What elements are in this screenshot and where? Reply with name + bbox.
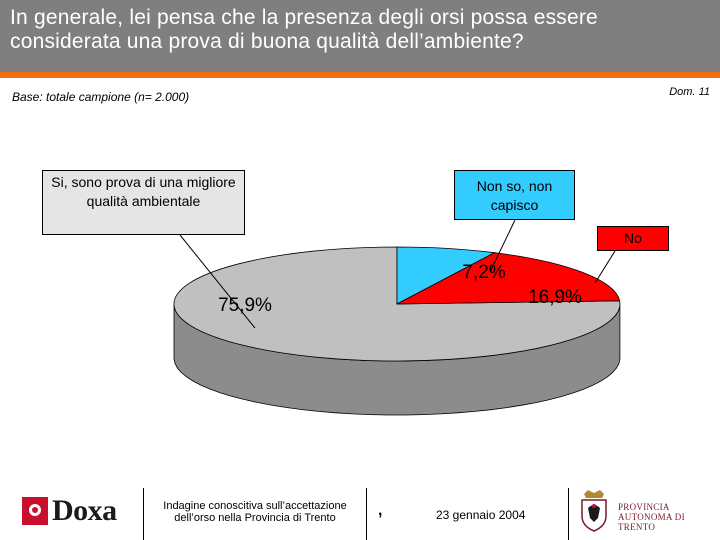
slice-label-nonso: 7,2% [462,262,505,283]
footer-comma: , [378,502,383,519]
footer-note: Indagine conoscitiva sull’accettazione d… [163,500,347,524]
leader-line-nonso [489,219,516,273]
leader-line-no [594,250,616,284]
question-number: Dom. 11 [669,86,710,98]
callout-si: Si, sono prova di una migliore qualità a… [42,170,245,235]
footer-divider [568,488,569,540]
province-name: PROVINCIA AUTONOMA DI TRENTO [618,502,685,532]
slice-label-si: 75,9% [218,295,272,316]
pie-slice-no [396,252,621,305]
slice-label-no: 16,9% [528,287,582,308]
leader-line-si [179,234,256,329]
doxa-logo-text: Doxa [52,494,117,527]
header: In generale, lei pensa che la presenza d… [0,0,720,78]
callout-no: No [597,226,669,251]
callout-non-so: Non so, non capisco [454,170,575,220]
doxa-logo-icon [22,497,48,525]
footer-divider [366,488,367,540]
province-crest-icon [581,490,607,532]
footer-divider [143,488,144,540]
accent-bar [0,72,720,78]
page-title: In generale, lei pensa che la presenza d… [10,6,598,53]
footer-date: 23 gennaio 2004 [436,508,526,522]
pie-slice-nonso [396,246,496,305]
base-note: Base: totale campione (n= 2.000) [12,90,190,104]
